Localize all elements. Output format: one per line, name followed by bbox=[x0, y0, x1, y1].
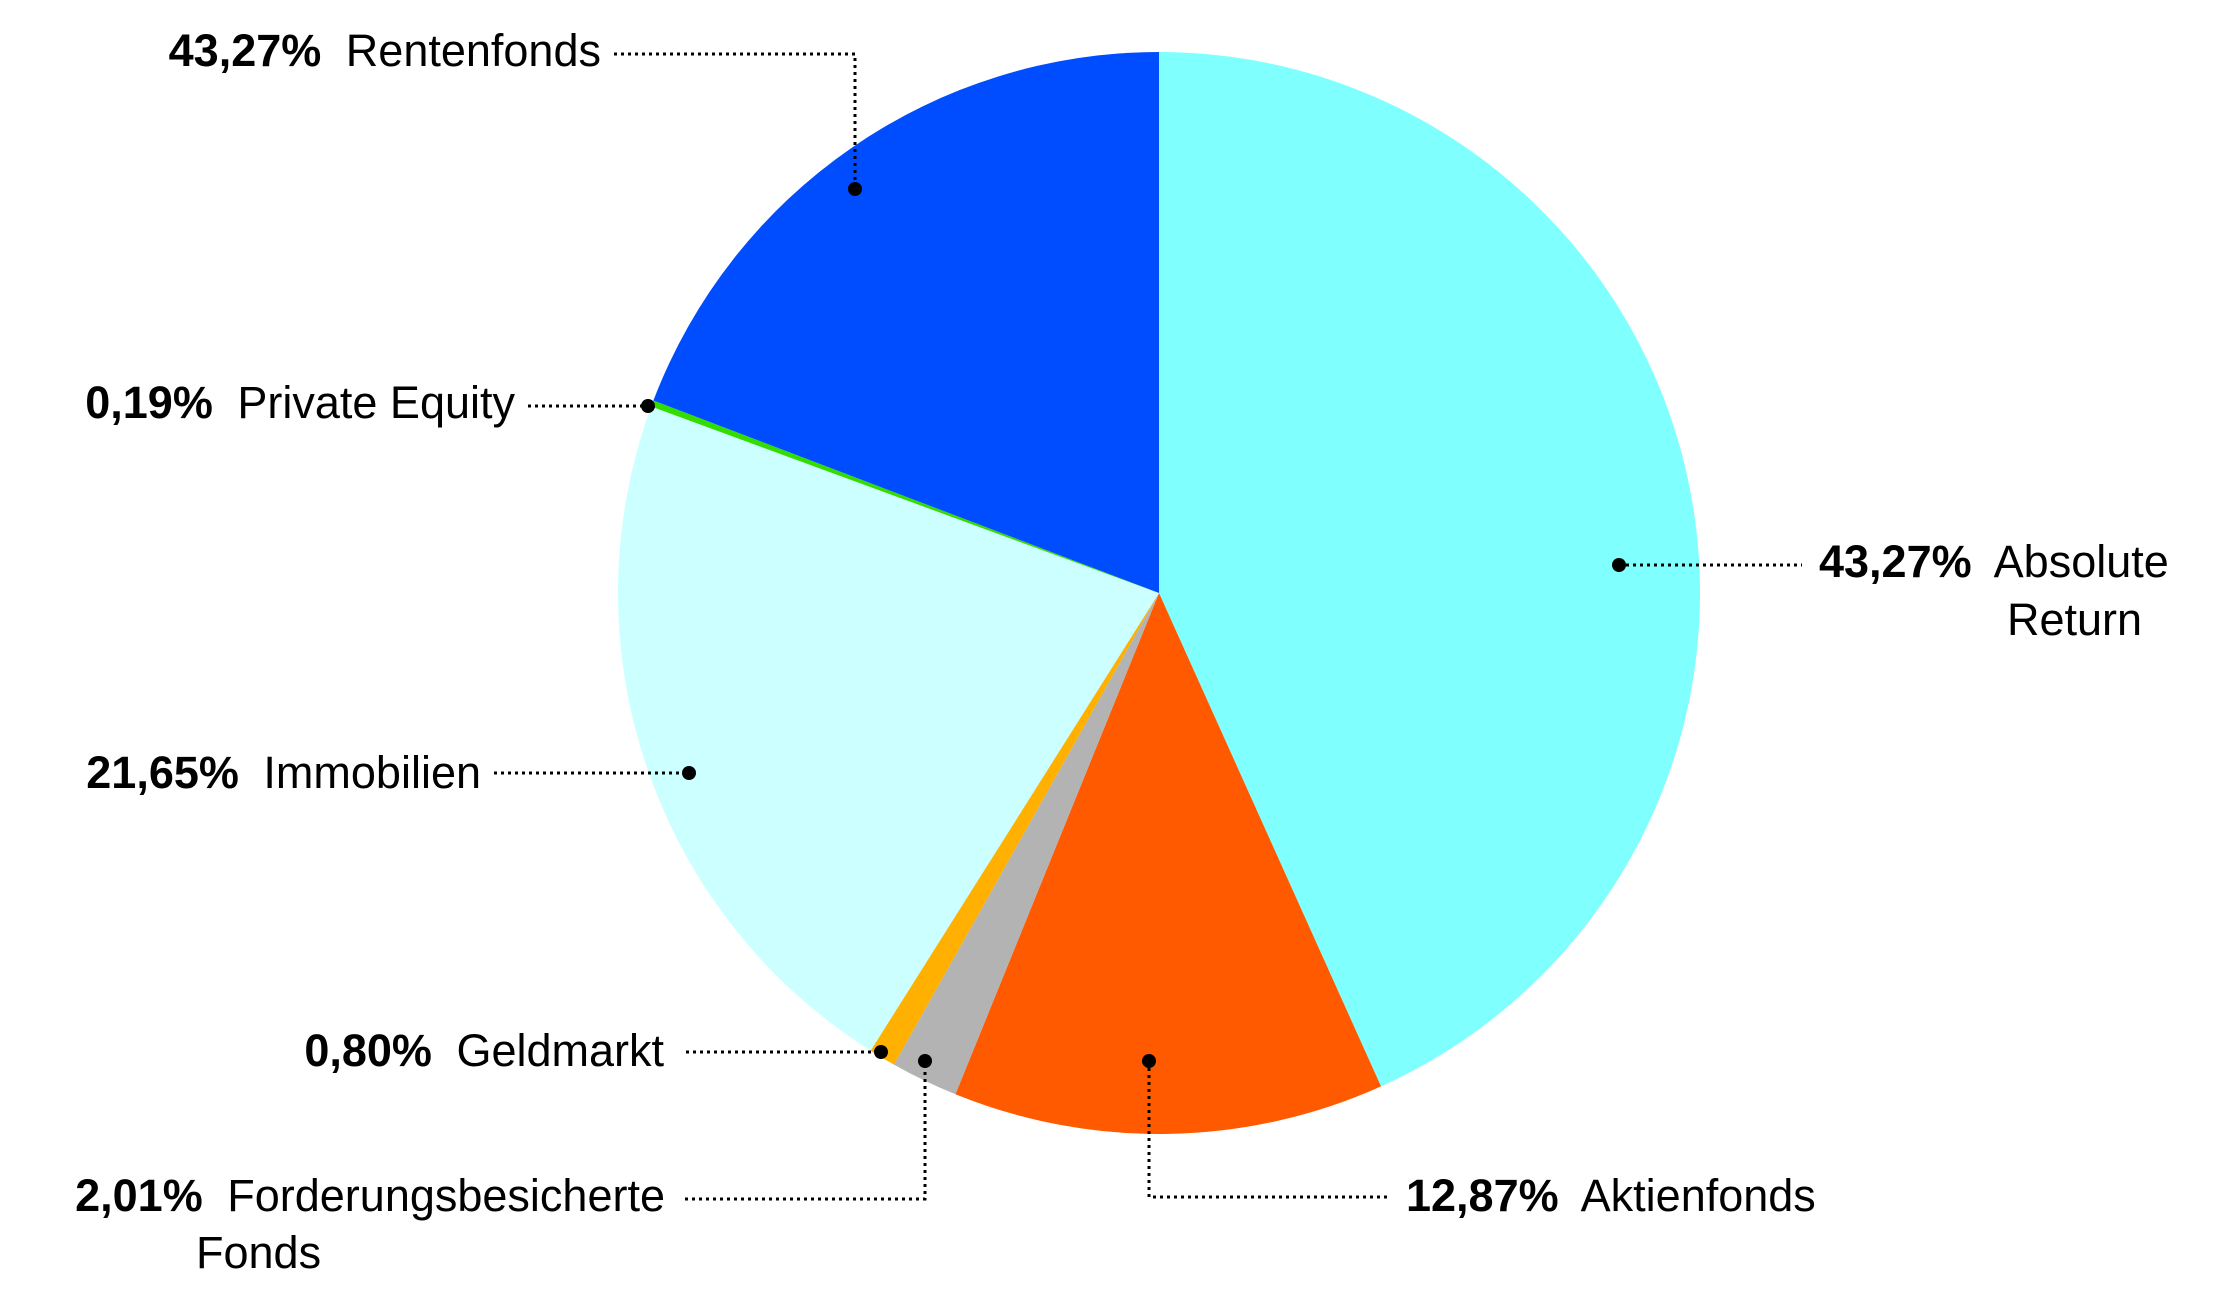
label-name: Immobilien bbox=[263, 747, 481, 798]
label-pct: 21,65% bbox=[86, 747, 239, 798]
label-pct: 12,87% bbox=[1406, 1170, 1559, 1221]
label-name: Geldmarkt bbox=[456, 1025, 664, 1076]
label-aktienfonds: 12,87% Aktienfonds bbox=[1406, 1170, 1816, 1221]
label-pct: 43,27% bbox=[1819, 536, 1972, 587]
label-immobilien: 21,65% Immobilien bbox=[86, 747, 481, 798]
label-name: Absolute bbox=[1994, 536, 2169, 587]
leader-dot bbox=[1142, 1054, 1156, 1068]
label-absolute-return: 43,27% Absolute bbox=[1819, 536, 2169, 587]
leader-dot bbox=[874, 1045, 888, 1059]
label-name: Private Equity bbox=[237, 377, 515, 428]
leader-absolute-return bbox=[1612, 558, 1802, 572]
label-pct: 0,19% bbox=[85, 377, 213, 428]
leader-forderungsbesicherte bbox=[685, 1054, 932, 1201]
label-private-equity: 0,19% Private Equity bbox=[85, 377, 515, 428]
leader-immobilien bbox=[494, 766, 696, 780]
label-geldmarkt: 0,80% Geldmarkt bbox=[304, 1025, 664, 1076]
label-name: Aktienfonds bbox=[1581, 1170, 1816, 1221]
leader-dot bbox=[918, 1054, 932, 1068]
slice-private-equity bbox=[651, 400, 1159, 593]
leader-dot bbox=[641, 399, 655, 413]
label-absolute-return-line2: Return bbox=[2007, 594, 2142, 645]
leader-aktienfonds bbox=[1142, 1054, 1387, 1199]
label-forderungsbesicherte: 2,01% Forderungsbesicherte bbox=[75, 1170, 665, 1221]
slice-absolute-return bbox=[1159, 51, 1701, 1087]
slice-aktienfonds bbox=[955, 593, 1382, 1135]
leader-dot bbox=[682, 766, 696, 780]
leader-dot bbox=[848, 182, 862, 196]
slice-rentenfonds bbox=[653, 52, 1159, 593]
leader-geldmarkt bbox=[686, 1045, 888, 1059]
pie-slices bbox=[618, 51, 1701, 1135]
slice-forderungsbesicherte-fonds bbox=[893, 593, 1159, 1095]
leader-rentenfonds bbox=[614, 52, 862, 196]
label-pct: 2,01% bbox=[75, 1170, 203, 1221]
label-name: Forderungsbesicherte bbox=[227, 1170, 665, 1221]
label-rentenfonds: 43,27% Rentenfonds bbox=[169, 25, 601, 76]
label-pct: 43,27% bbox=[169, 25, 322, 76]
label-name: Rentenfonds bbox=[346, 25, 601, 76]
slice-immobilien bbox=[618, 406, 1159, 1051]
leader-private-equity bbox=[528, 399, 655, 413]
label-forderungsbesicherte-line2: Fonds bbox=[196, 1227, 321, 1278]
slice-geldmarkt bbox=[870, 593, 1159, 1065]
label-pct: 0,80% bbox=[304, 1025, 432, 1076]
leader-dot bbox=[1612, 558, 1626, 572]
